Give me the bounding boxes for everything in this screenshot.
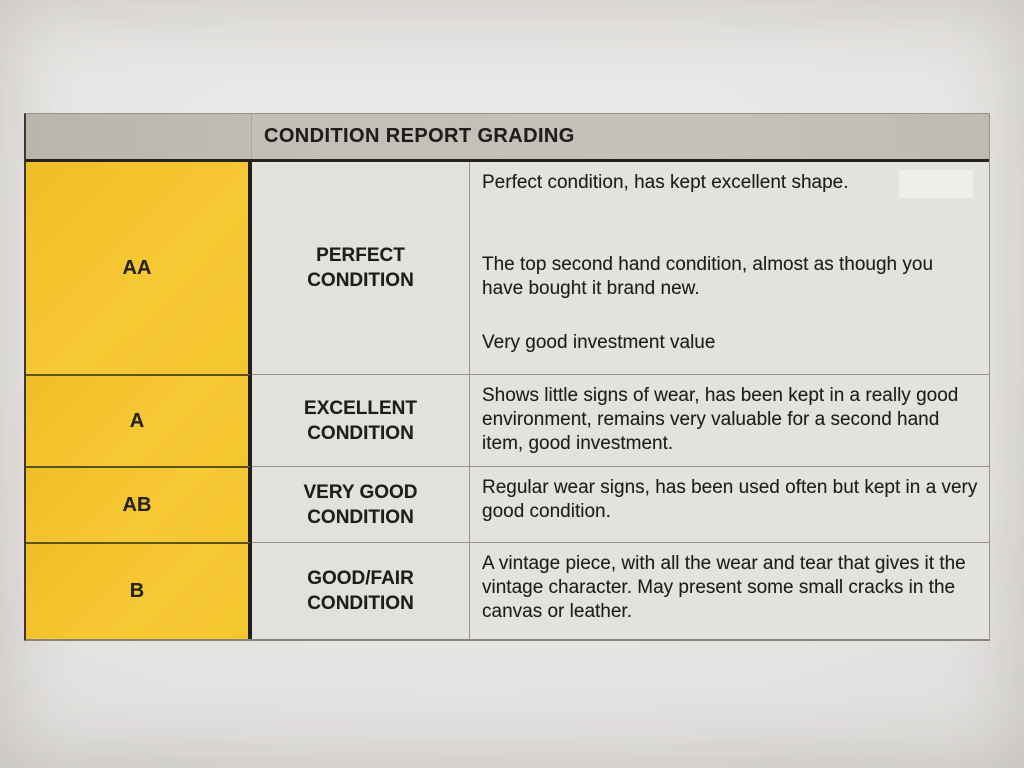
condition-name-label: PERFECT CONDITION [307,245,414,291]
description-cell: Perfect condition, has kept excellent sh… [470,162,989,374]
grade-label: AA [122,256,152,279]
description-cell: Shows little signs of wear, has been kep… [470,374,989,466]
grade-label: B [129,580,145,602]
whiteout-patch [899,170,973,198]
condition-name-cell: GOOD/FAIR CONDITION [252,542,470,639]
condition-name-label: GOOD/FAIR CONDITION [307,568,414,614]
description-cell: A vintage piece, with all the wear and t… [470,542,989,639]
table-row-ab: AB VERY GOOD CONDITION Regular wear sign… [26,466,989,542]
description-paragraph: The top second hand condition, almost as… [482,254,934,299]
condition-name-cell: VERY GOOD CONDITION [252,466,470,542]
table-title: CONDITION REPORT GRADING [252,114,989,159]
condition-name-label: VERY GOOD CONDITION [303,481,418,528]
table-row-a: A EXCELLENT CONDITION Shows little signs… [26,374,989,466]
grade-cell: A [26,374,252,466]
description-paragraph: Shows little signs of wear, has been kep… [482,385,959,454]
grade-label: AB [122,493,152,516]
grade-label: A [129,409,145,432]
condition-name-cell: EXCELLENT CONDITION [252,374,470,466]
description-paragraph: Regular wear signs, has been used often … [482,477,978,522]
condition-name-label: EXCELLENT CONDITION [304,397,417,444]
grade-cell: AB [26,466,252,542]
grade-cell: AA [26,162,252,374]
description-paragraph: Very good investment value [482,332,716,353]
header-empty-cell [26,114,252,159]
grade-cell: B [26,542,252,639]
table-row-b: B GOOD/FAIR CONDITION A vintage piece, w… [26,542,989,639]
condition-name-cell: PERFECT CONDITION [252,162,470,374]
description-cell: Regular wear signs, has been used often … [470,466,989,542]
condition-grading-table: CONDITION REPORT GRADING AA PERFECT COND… [24,113,990,641]
table-header-row: CONDITION REPORT GRADING [26,114,989,162]
description-paragraph: Perfect condition, has kept excellent sh… [482,172,849,193]
table-row-aa: AA PERFECT CONDITION Perfect condition, … [26,162,989,374]
description-paragraph: A vintage piece, with all the wear and t… [482,553,966,622]
